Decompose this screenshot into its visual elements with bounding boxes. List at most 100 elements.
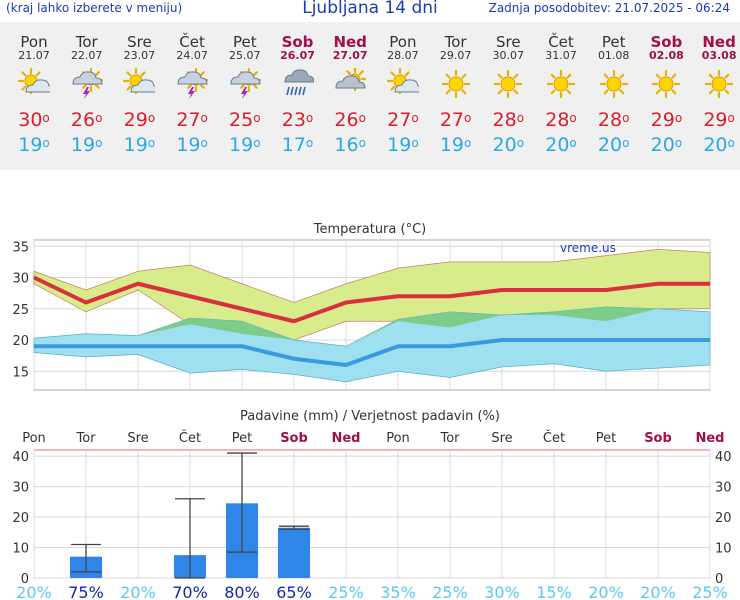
location-menu-hint[interactable]: (kraj lahko izberete v meniju) [6,1,183,15]
precipitation-probability: 70% [172,583,208,600]
forecast-day: Pon 21.07 30o 19o [8,22,60,158]
y-tick-label-right: 40 [715,450,732,465]
overlap-band [34,306,710,347]
forecast-day: Pon 28.07 27o 19o [377,22,429,158]
day-name: Pon [20,33,48,51]
sun-icon [704,69,734,99]
min-temp: 19o [229,134,261,156]
forecast-day: Čet 24.07 27o 19o [166,22,218,158]
day-name: Ned [333,33,367,51]
min-temperature-line [34,338,710,367]
partly-cloudy-icon [123,68,156,95]
max-temp: 28o [545,109,577,131]
precipitation-chart: Padavine (mm) / Verjetnost padavin (%) Po… [12,409,732,600]
partly-cloudy-icon [386,68,419,95]
x-tick-label: Tor [439,431,460,446]
day-name: Tor [444,33,467,51]
forecast-day: Pet 25.07 25o 19o [219,22,271,158]
day-date: 22.07 [70,49,103,62]
x-tick-label: Sob [280,431,308,446]
precipitation-probability: 25% [432,583,468,600]
x-tick-label: Ned [695,431,724,446]
y-tick-label-right: 10 [715,542,732,557]
min-temp: 19o [439,134,472,156]
header: (kraj lahko izberete v meniju) Ljubljana… [0,0,740,22]
day-date: 23.07 [123,49,156,62]
y-tick-label-right: 30 [715,481,732,496]
day-name: Sob [281,33,314,51]
x-tick-label: Tor [75,431,96,446]
x-tick-label: Sre [127,431,148,446]
precipitation-probability: 20% [640,583,676,600]
day-name: Sre [496,33,521,51]
precipitation-probability: 20% [16,583,52,600]
min-temp: 20o [650,134,683,156]
min-temp: 20o [545,134,577,156]
precipitation-probability: 35% [380,583,416,600]
day-date: 30.07 [492,49,525,62]
x-tick-label: Pet [232,431,252,446]
thunderstorm-icon [72,68,103,99]
forecast-day: Tor 29.07 27o 19o [430,22,482,158]
min-temp: 20o [492,134,525,156]
x-tick-label: Sob [644,431,672,446]
x-tick-label: Sre [491,431,512,446]
max-temp: 27o [387,109,419,131]
thunderstorm-icon [230,68,261,99]
temperature-chart-title: Temperatura (°C) [313,222,426,237]
max-temperature-line [33,275,710,324]
temperature-chart: Temperatura (Temperatura (°C)1520253035v… [12,222,711,391]
thunderstorm-icon [177,68,209,99]
y-tick-label: 20 [12,334,29,349]
plot-area [33,449,711,579]
max-temp: 25o [229,109,261,131]
x-tick-label: Pon [22,431,46,446]
sun-icon [652,69,681,99]
day-name: Pon [389,33,417,51]
min-temp: 19o [123,134,156,156]
forecast-day: Čet 31.07 28o 20o [535,22,587,158]
rain-cloud-icon [283,69,314,96]
x-tick-label: Pon [386,431,410,446]
x-tick-label: Čet [543,430,565,446]
precipitation-probability: 75% [68,583,104,600]
daily-forecast-strip: Pon 21.07 30o 19o Tor 22.07 26o 19o Sre 23.07 29o 1… [0,22,740,170]
min-temp: 19o [176,134,208,156]
min-temp: 17o [281,134,314,156]
min-temp: 19o [387,134,419,156]
min-temp: 20o [597,134,630,156]
day-date: 02.08 [648,49,684,62]
day-name: Tor [75,33,98,51]
max-temp: 28o [597,109,630,131]
max-temp: 29o [703,109,735,131]
min-temp: 19o [18,134,50,156]
forecast-day: Tor 22.07 26o 19o [61,22,113,158]
day-date: 31.07 [545,49,577,62]
precipitation-probability: 30% [484,583,520,600]
precipitation-probability: 20% [120,583,156,600]
day-date: 25.07 [229,49,261,62]
max-temp: 26o [334,109,366,131]
max-temp: 27o [176,109,208,131]
x-tick-label: Pet [596,431,616,446]
cloudy-sun-icon [335,68,367,92]
forecast-day: Sob 02.08 29o 20o [640,22,692,158]
min-temp: 16o [334,134,366,156]
day-date: 01.08 [597,49,630,62]
max-temp: 27o [439,109,472,131]
forecast-day: Ned 27.07 26o 16o [324,22,376,158]
day-date: 21.07 [18,49,50,62]
y-tick-label: 30 [12,272,29,287]
day-name: Pet [232,33,257,51]
y-tick-label-right: 20 [715,511,732,526]
y-tick-label-left: 10 [12,542,29,557]
precipitation-bar [278,527,310,578]
day-name: Čet [548,33,574,51]
forecast-day: Sre 23.07 29o 19o [113,22,165,158]
day-name: Sre [127,33,152,51]
x-tick-label: Čet [179,430,201,446]
precipitation-probability: 80% [224,583,260,600]
max-temp: 23o [281,109,314,131]
precipitation-probability: 20% [588,583,624,600]
partly-cloudy-icon [18,68,50,95]
